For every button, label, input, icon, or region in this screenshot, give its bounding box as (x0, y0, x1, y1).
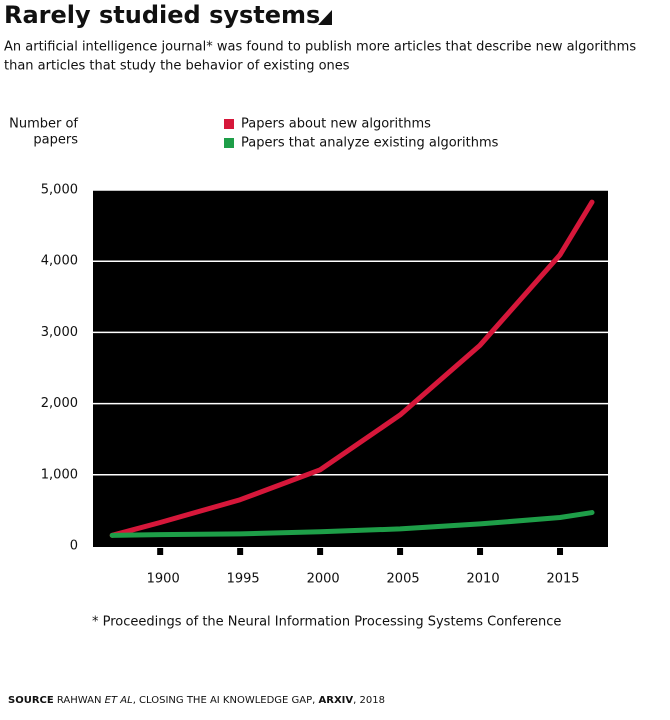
y-tick-label: 0 (70, 539, 78, 554)
source-text: , CLOSING THE AI KNOWLEDGE GAP, (133, 695, 316, 706)
x-tick-label: 1900 (147, 572, 180, 587)
legend-swatch (224, 138, 234, 148)
y-tick-label: 3,000 (41, 325, 78, 340)
chart-title: Rarely studied systems (4, 1, 320, 29)
source-label: SOURCE (8, 695, 54, 706)
source-text: , 2018 (353, 695, 385, 706)
footnote: * Proceedings of the Neural Information … (92, 615, 561, 630)
source: SOURCE RAHWAN ET AL, CLOSING THE AI KNOW… (8, 695, 385, 706)
subtitle-line: than articles that study the behavior of… (4, 59, 350, 74)
x-tick-label: 2005 (387, 572, 420, 587)
y-tick-label: 2,000 (41, 396, 78, 411)
x-tick-mark (317, 548, 324, 555)
y-tick-label: 4,000 (41, 254, 78, 269)
source-text: ET AL (105, 695, 133, 706)
y-tick-label: 1,000 (41, 467, 78, 482)
x-tick-label: 2000 (307, 572, 340, 587)
plot-area (93, 190, 608, 546)
legend-swatch (224, 119, 234, 129)
y-axis-label: papers (33, 133, 78, 148)
x-tick-mark (557, 548, 564, 555)
source-text: RAHWAN (57, 695, 102, 706)
title-triangle (318, 10, 332, 25)
x-tick-label: 1995 (227, 572, 260, 587)
x-tick-mark (237, 548, 244, 555)
x-tick-mark (477, 548, 484, 555)
series-line (109, 199, 595, 538)
source-text: ARXIV (319, 695, 354, 706)
x-tick-mark (397, 548, 404, 555)
x-tick-mark (157, 548, 164, 555)
legend-label: Papers that analyze existing algorithms (241, 136, 499, 151)
legend-label: Papers about new algorithms (241, 117, 431, 132)
x-tick-label: 2010 (467, 572, 500, 587)
subtitle-line: An artificial intelligence journal* was … (4, 40, 636, 55)
y-tick-label: 5,000 (41, 183, 78, 198)
series-line (109, 510, 595, 538)
y-axis-label: Number of (9, 117, 78, 132)
x-tick-label: 2015 (546, 572, 579, 587)
